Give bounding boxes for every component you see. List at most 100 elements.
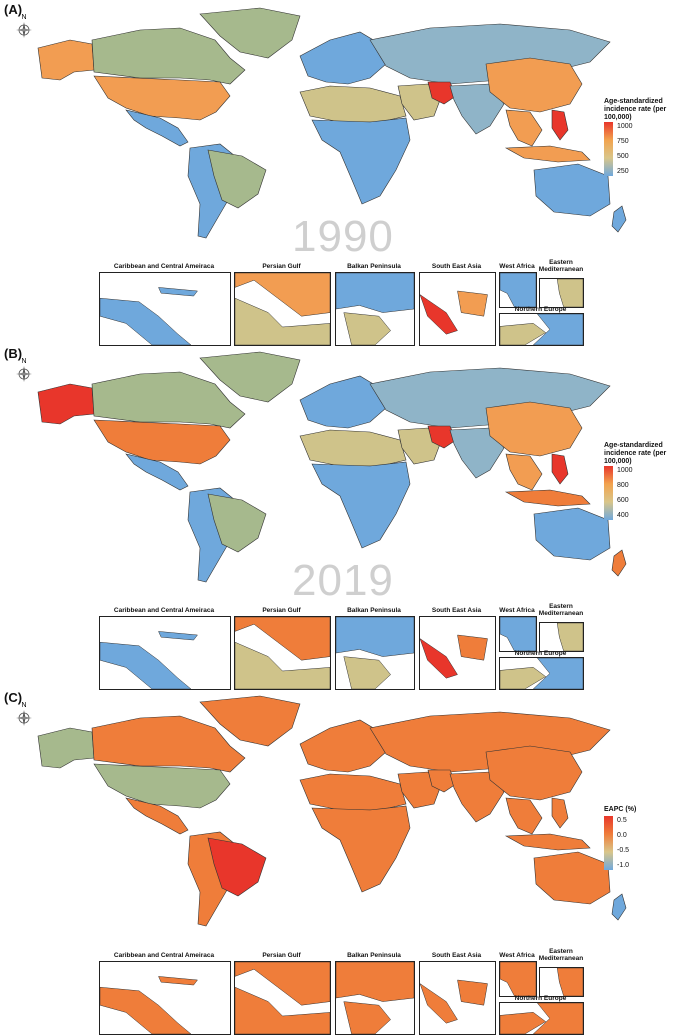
compass-icon: N [16,702,32,726]
inset-map [500,962,536,996]
legend-tick: 0.0 [617,832,627,839]
region-southeast-asia [505,109,543,147]
inset-balkan [335,961,415,1035]
inset-map [500,617,536,651]
legend-tick: 250 [617,168,629,175]
inset-persian-gulf [234,272,331,346]
inset-title: Persian Gulf [262,263,301,270]
legend-tick: 1000 [617,467,633,474]
inset-region [100,986,192,1034]
inset-region [556,279,583,307]
region-central-america [125,453,189,491]
compass-letter: N [21,702,26,709]
region-southeast-asia [505,453,543,491]
inset-title: Northern Europe [514,995,567,1002]
inset-map [420,290,488,335]
inset-region [556,968,583,996]
inset-title: West Africa [499,607,535,614]
region-sub-saharan-africa [311,117,411,205]
region-north-africa [299,773,407,811]
inset-title: Eastern Mediterranean [538,259,584,273]
inset-map [235,273,330,345]
inset-region [235,641,330,689]
inset-map [420,634,488,679]
region-usa [93,419,231,465]
inset-region [457,634,488,661]
inset-title: Eastern Mediterranean [538,948,584,962]
inset-eastern-med [539,967,584,997]
region-north-africa [299,429,407,467]
inset-title: South East Asia [431,607,482,614]
inset-region [420,638,458,679]
region-indonesia [504,833,591,851]
region-australia [533,163,611,217]
region-middle-east [397,771,441,809]
inset-title: Eastern Mediterranean [538,603,584,617]
inset-region [457,979,488,1006]
inset-region [100,297,192,345]
inset-persian-gulf [234,961,331,1035]
inset-balkan [335,616,415,690]
year-watermark: 1990 [292,212,394,261]
panel-label: (A) [4,2,23,17]
legend: EAPC (%) 0.5 0.0 -0.5 -1.0 [604,806,684,870]
map-panel-a: (A) N 1990 Age-standardized incidence ra… [0,0,685,346]
inset-region [235,962,330,1006]
compass-letter: N [21,14,26,21]
inset-map [336,273,414,345]
region-canada [91,715,246,773]
legend-colorbar [604,466,613,520]
legend-tick: 500 [617,153,629,160]
inset-region [158,976,198,986]
region-iran [427,81,457,105]
region-philippines [551,797,569,829]
inset-region [500,617,536,651]
inset-balkan [335,272,415,346]
inset-title: Northern Europe [514,650,567,657]
inset-caribbean [99,272,231,346]
region-new-zealand [611,893,627,921]
inset-region [336,617,414,657]
inset-map [235,962,330,1034]
region-north-africa [299,85,407,123]
inset-region [500,273,536,307]
inset-northern-europe [499,657,584,690]
inset-west-africa [499,616,537,652]
inset-map [556,968,583,996]
region-sub-saharan-africa [311,805,411,893]
region-china [485,745,583,801]
region-europe [299,719,387,773]
inset-south-east-asia [419,616,496,690]
region-brazil [207,493,267,553]
inset-title: Balkan Peninsula [347,952,401,959]
inset-region [343,312,391,345]
region-indonesia [504,489,591,507]
inset-region [235,986,330,1034]
inset-eastern-med [539,622,584,652]
legend-tick: 0.5 [617,817,627,824]
region-middle-east [397,427,441,465]
inset-region [500,1012,547,1034]
inset-map [420,979,488,1024]
region-greenland [199,695,301,747]
inset-south-east-asia [419,272,496,346]
inset-region [336,962,414,1002]
inset-caribbean [99,616,231,690]
region-europe [299,31,387,85]
legend-colorbar [604,816,613,870]
inset-title: Caribbean and Central Ameiraca [113,607,215,614]
inset-title: Persian Gulf [262,952,301,959]
inset-region [500,667,547,689]
inset-region [500,962,536,996]
inset-region [420,983,458,1024]
region-brazil [207,837,267,897]
region-iran [427,425,457,449]
inset-title: South East Asia [431,263,482,270]
inset-region [532,658,583,689]
region-usa [93,763,231,809]
inset-title: Northern Europe [514,306,567,313]
world-map [37,7,627,239]
inset-map [500,273,536,307]
inset-region [532,314,583,345]
region-canada [91,27,246,85]
